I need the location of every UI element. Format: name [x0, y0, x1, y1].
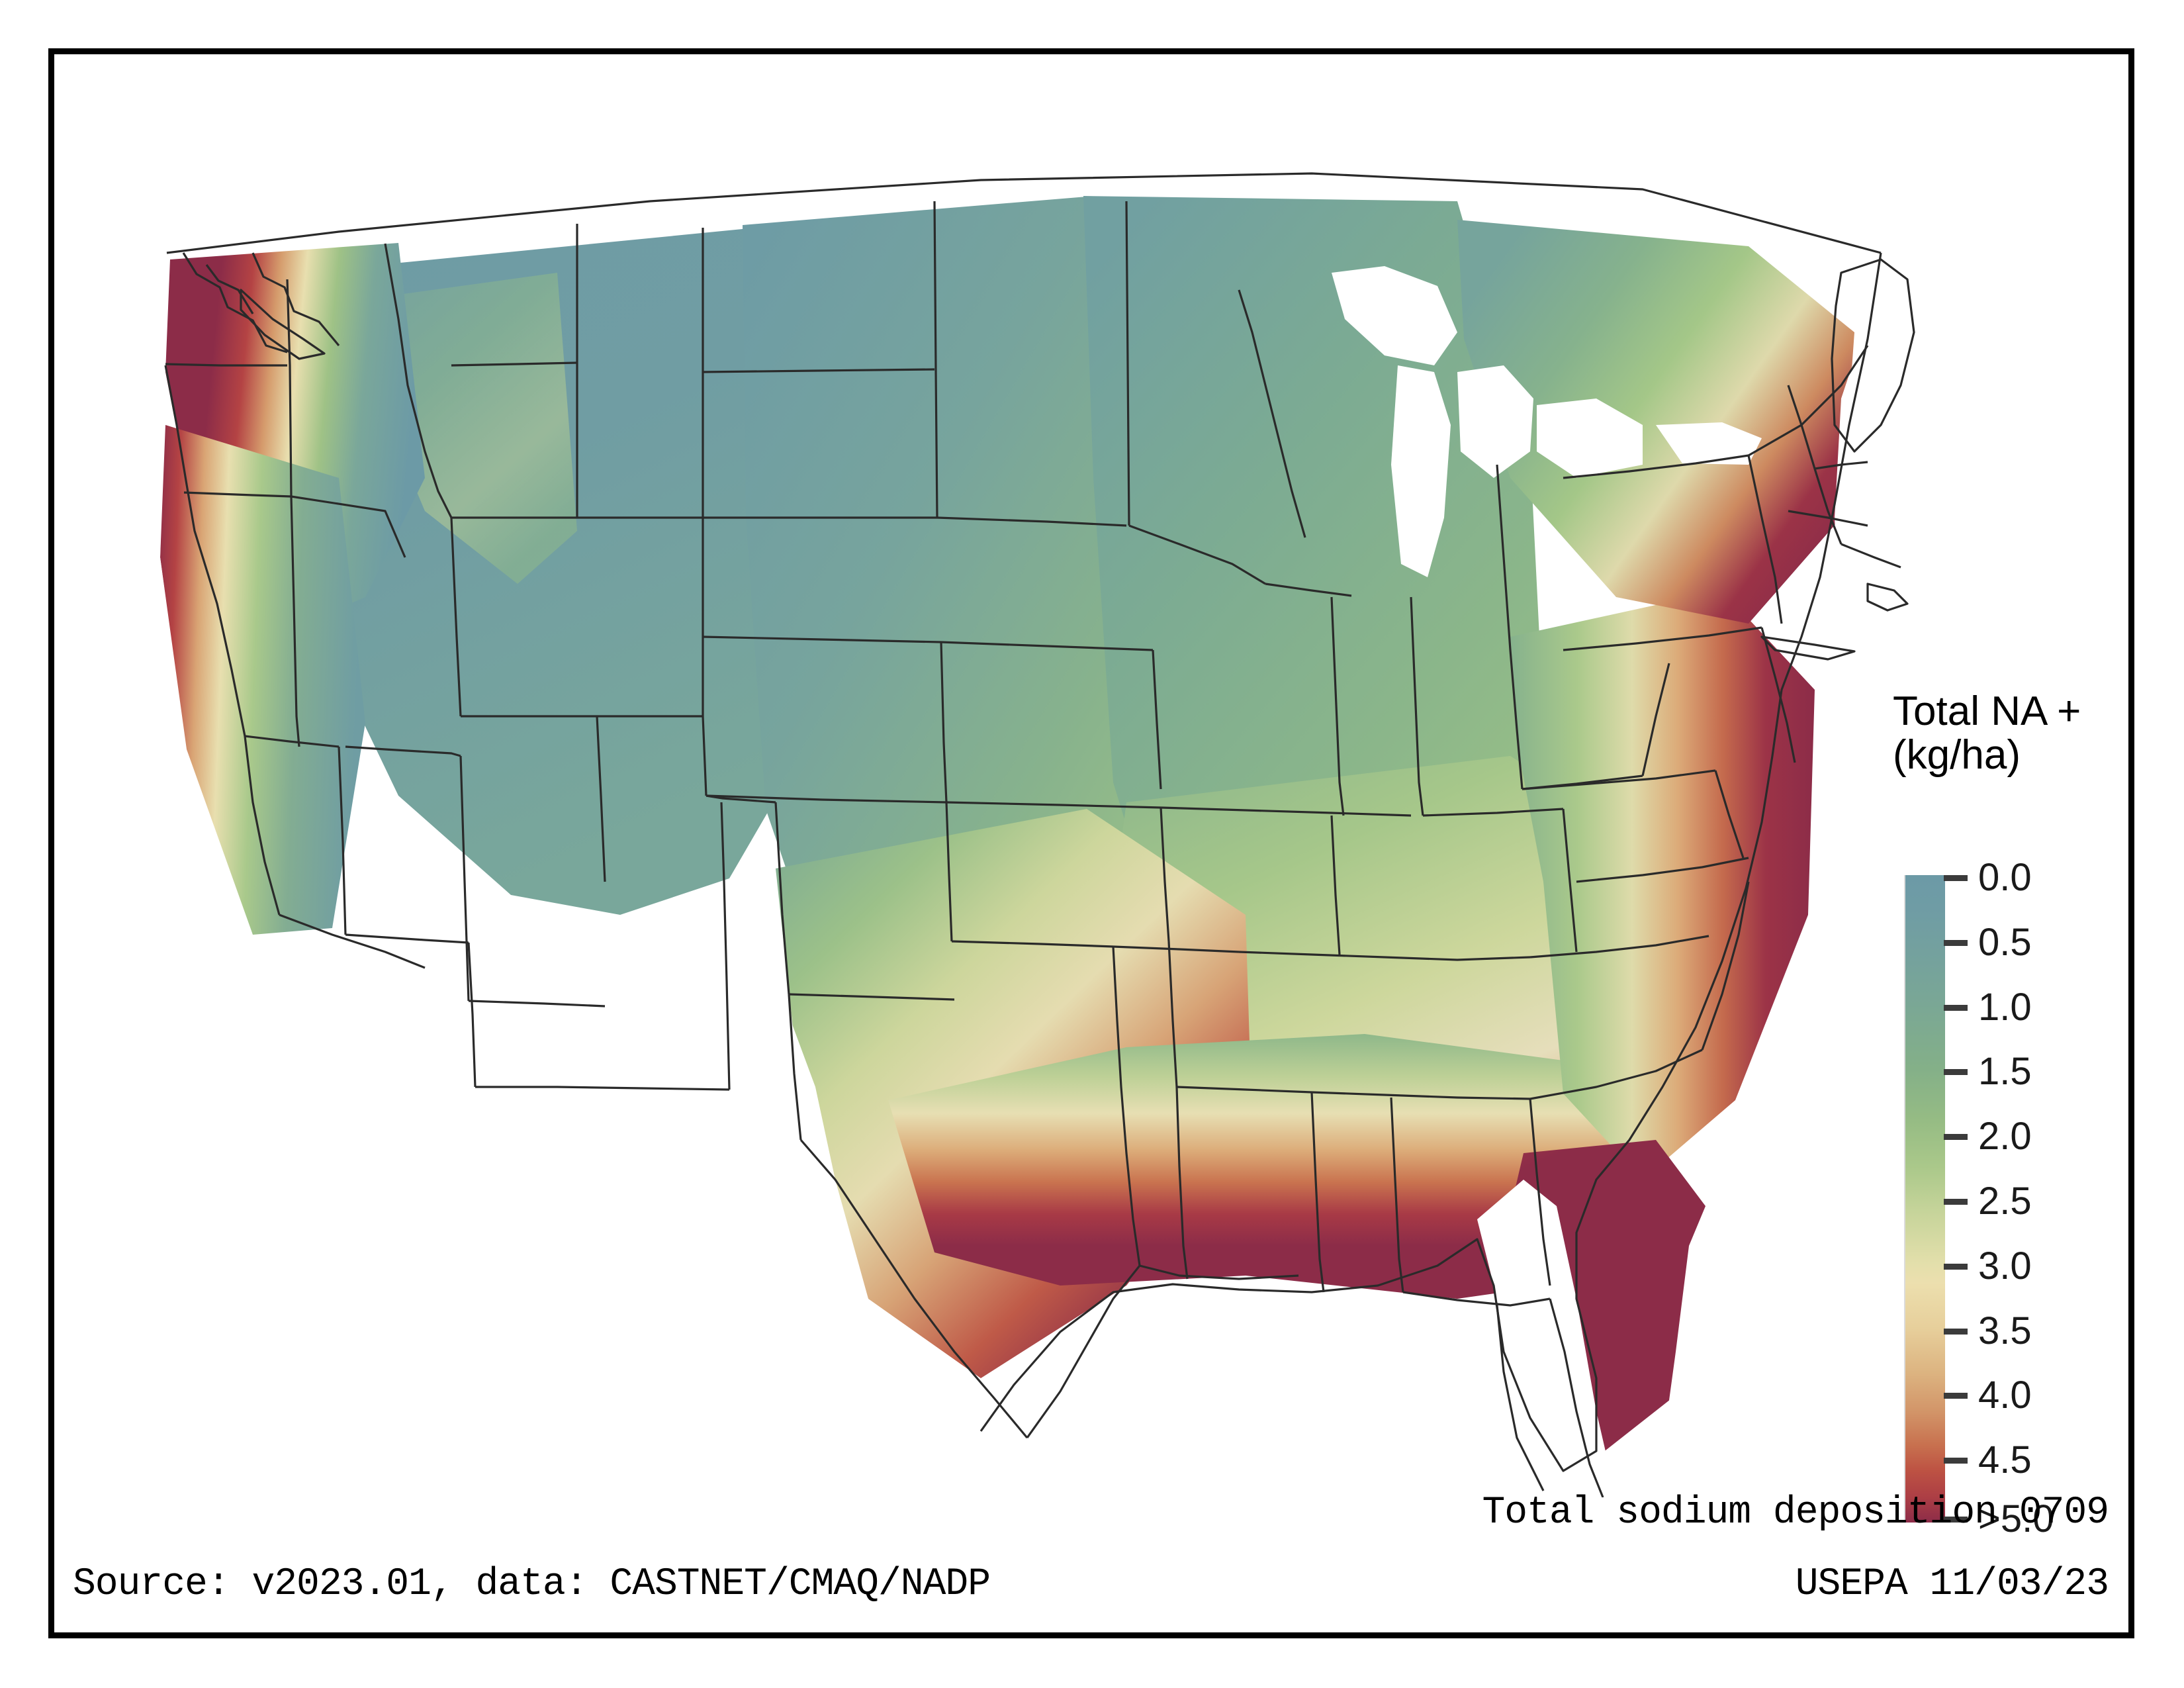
colorbar-label-1: 0.5 — [1978, 920, 2032, 964]
colorbar-tick-6 — [1944, 1263, 1968, 1270]
field-great-plains — [743, 197, 1126, 1021]
map-title-caption: Total sodium deposition 0709 — [1482, 1491, 2109, 1534]
colorbar-label-4: 2.0 — [1978, 1115, 2032, 1158]
field-atlantic-seaboard — [1510, 590, 1815, 1180]
ocean-mask — [54, 54, 1921, 1497]
colorbar-tick-2 — [1944, 1004, 1968, 1011]
legend-title-line1: Total NA + — [1893, 688, 2081, 734]
deposition-map — [54, 54, 1921, 1497]
colorbar-label-2: 1.0 — [1978, 985, 2032, 1029]
colorbar-tick-7 — [1944, 1328, 1968, 1335]
field-california — [160, 425, 365, 935]
colorbar-tick-10 — [1944, 1517, 1968, 1523]
colorbar-label-3: 1.5 — [1978, 1050, 2032, 1094]
colorbar-label-0: 0.0 — [1978, 856, 2032, 899]
source-caption: Source: v2023.01, data: CASTNET/CMAQ/NAD… — [73, 1563, 991, 1606]
political-boundaries — [164, 172, 1915, 1497]
colorbar-label-5: 2.5 — [1978, 1180, 2032, 1223]
agency-date-caption: USEPA 11/03/23 — [1795, 1563, 2109, 1606]
legend-title-line2: (kg/ha) — [1893, 732, 2021, 778]
map-panel — [54, 54, 1921, 1497]
colorbar-label-9: 4.5 — [1978, 1438, 2032, 1482]
colorbar-label-8: 4.0 — [1978, 1374, 2032, 1417]
figure-frame: Total NA + (kg/ha) 0.0 0.5 1.0 1.5 — [48, 48, 2134, 1638]
colorbar-label-7: 3.5 — [1978, 1309, 2032, 1352]
colorbar-tick-8 — [1944, 1393, 1968, 1399]
colorbar-legend: Total NA + (kg/ha) 0.0 0.5 1.0 1.5 — [1841, 690, 2126, 1550]
field-northern-rockies — [365, 273, 577, 584]
field-gulf-coast — [888, 1034, 1656, 1299]
colorbar-tick-9 — [1944, 1458, 1968, 1464]
colorbar-tick-1 — [1944, 939, 1968, 946]
colorbar-wrap: 0.0 0.5 1.0 1.5 2.0 2.5 3.0 3.5 4.0 4.5 … — [1904, 859, 2116, 1538]
colorbar-tick-4 — [1944, 1134, 1968, 1141]
colorbar-tick-0 — [1944, 875, 1968, 881]
colorbar-tick-5 — [1944, 1199, 1968, 1205]
colorbar-label-10: >5.0 — [1978, 1497, 2054, 1540]
field-northeast — [1457, 220, 1854, 624]
legend-title: Total NA + (kg/ha) — [1893, 690, 2081, 777]
colorbar-tick-3 — [1944, 1069, 1968, 1076]
colorbar-label-6: 3.0 — [1978, 1244, 2032, 1288]
colorbar-gradient — [1904, 875, 1945, 1523]
